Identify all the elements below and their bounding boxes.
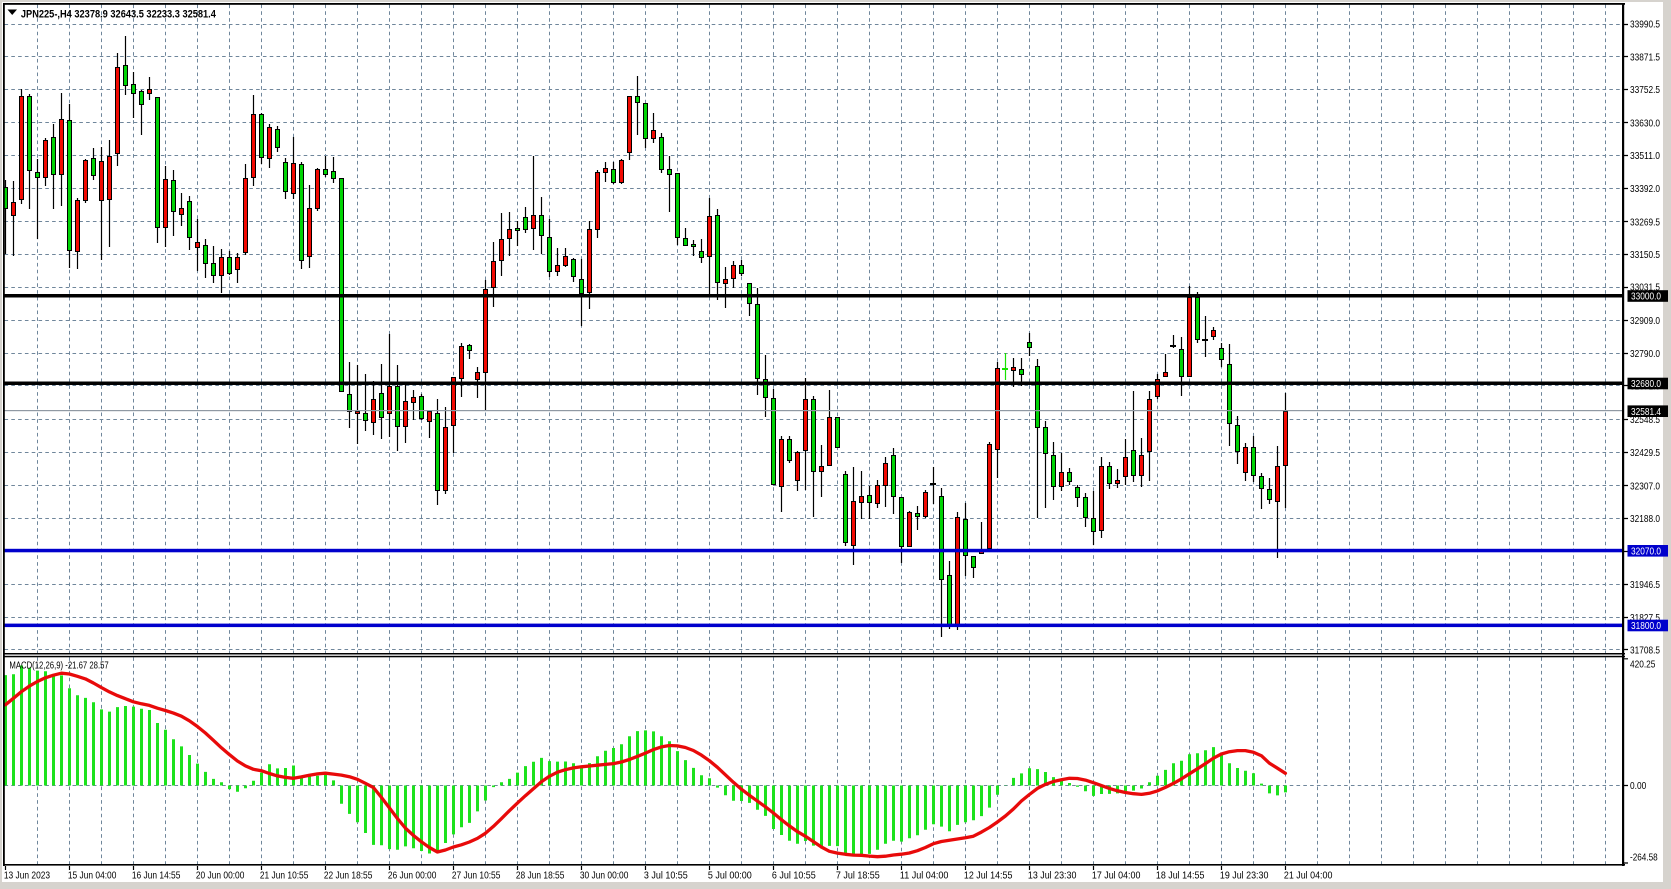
svg-text:32548.5: 32548.5: [1630, 415, 1660, 426]
svg-text:32188.0: 32188.0: [1630, 514, 1660, 525]
svg-text:33269.5: 33269.5: [1630, 217, 1660, 228]
svg-text:33392.0: 33392.0: [1630, 184, 1660, 195]
svg-text:33990.5: 33990.5: [1630, 20, 1660, 31]
svg-text:13 Jul 23:30: 13 Jul 23:30: [1028, 870, 1077, 881]
svg-text:22 Jun 18:55: 22 Jun 18:55: [324, 870, 373, 881]
svg-text:21 Jul 04:00: 21 Jul 04:00: [1284, 870, 1333, 881]
svg-text:13 Jun 2023: 13 Jun 2023: [4, 870, 50, 881]
svg-text:27 Jun 10:55: 27 Jun 10:55: [452, 870, 501, 881]
svg-text:-264.58: -264.58: [1630, 853, 1658, 864]
svg-text:33752.5: 33752.5: [1630, 85, 1660, 96]
svg-text:33150.5: 33150.5: [1630, 250, 1660, 261]
svg-text:420.25: 420.25: [1630, 659, 1656, 670]
svg-text:17 Jul 04:00: 17 Jul 04:00: [1092, 870, 1141, 881]
svg-text:26 Jun 00:00: 26 Jun 00:00: [388, 870, 437, 881]
svg-text:32581.4: 32581.4: [1631, 407, 1661, 418]
svg-text:31800.0: 31800.0: [1631, 621, 1661, 632]
svg-text:33871.5: 33871.5: [1630, 52, 1660, 63]
svg-text:30 Jun 00:00: 30 Jun 00:00: [580, 870, 629, 881]
svg-text:12 Jul 14:55: 12 Jul 14:55: [964, 870, 1013, 881]
svg-text:3 Jul 10:55: 3 Jul 10:55: [644, 870, 688, 881]
svg-text:0.00: 0.00: [1630, 781, 1646, 792]
svg-text:18 Jul 14:55: 18 Jul 14:55: [1156, 870, 1205, 881]
svg-text:20 Jun 00:00: 20 Jun 00:00: [196, 870, 245, 881]
svg-text:28 Jun 18:55: 28 Jun 18:55: [516, 870, 565, 881]
svg-text:32070.0: 32070.0: [1631, 547, 1661, 558]
svg-text:JPN225-,H4 32378.9 32643.5 32: JPN225-,H4 32378.9 32643.5 32233.3 32581…: [21, 8, 217, 20]
svg-text:5 Jul 00:00: 5 Jul 00:00: [708, 870, 752, 881]
svg-text:32680.0: 32680.0: [1631, 379, 1661, 390]
svg-text:31827.5: 31827.5: [1630, 613, 1660, 624]
svg-text:32307.0: 32307.0: [1630, 481, 1660, 492]
svg-text:33031.5: 33031.5: [1630, 283, 1660, 294]
svg-text:32790.0: 32790.0: [1630, 349, 1660, 360]
svg-text:15 Jun 04:00: 15 Jun 04:00: [68, 870, 117, 881]
svg-text:6 Jul 10:55: 6 Jul 10:55: [772, 870, 816, 881]
svg-text:21 Jun 10:55: 21 Jun 10:55: [260, 870, 309, 881]
svg-text:16 Jun 14:55: 16 Jun 14:55: [132, 870, 181, 881]
svg-text:31708.5: 31708.5: [1630, 646, 1660, 657]
svg-text:33511.0: 33511.0: [1630, 151, 1660, 162]
svg-text:31946.5: 31946.5: [1630, 580, 1660, 591]
svg-text:32909.0: 32909.0: [1630, 316, 1660, 327]
svg-text:7 Jul 18:55: 7 Jul 18:55: [836, 870, 880, 881]
svg-text:MACD(12,26,9) -21.67 28.57: MACD(12,26,9) -21.67 28.57: [9, 660, 109, 671]
svg-text:19 Jul 23:30: 19 Jul 23:30: [1220, 870, 1269, 881]
svg-text:33630.0: 33630.0: [1630, 119, 1660, 130]
svg-text:11 Jul 04:00: 11 Jul 04:00: [900, 870, 949, 881]
svg-text:33000.0: 33000.0: [1631, 292, 1661, 303]
svg-text:32429.5: 32429.5: [1630, 448, 1660, 459]
